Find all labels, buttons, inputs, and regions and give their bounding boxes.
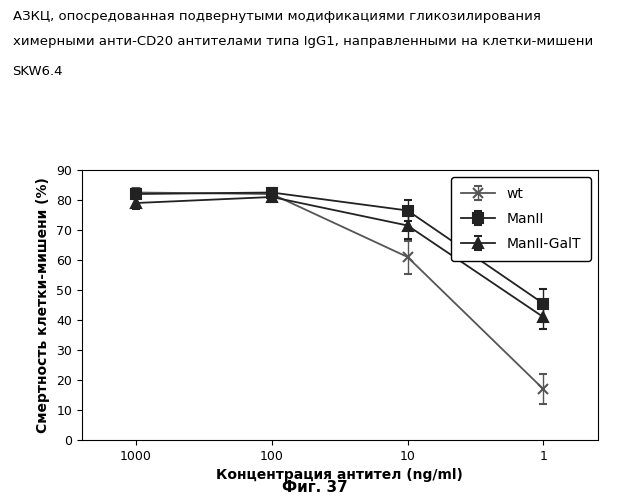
X-axis label: Концентрация антител (ng/ml): Концентрация антител (ng/ml) [216,468,463,482]
Text: химерными анти-CD20 антителами типа IgG1, направленными на клетки-мишени: химерными анти-CD20 антителами типа IgG1… [13,35,593,48]
Y-axis label: Смертность клетки-мишени (%): Смертность клетки-мишени (%) [36,177,50,433]
Legend: wt, ManII, ManII-GalT: wt, ManII, ManII-GalT [451,177,591,260]
Text: Фиг. 37: Фиг. 37 [282,480,347,495]
Text: SKW6.4: SKW6.4 [13,65,63,78]
Text: АЗКЦ, опосредованная подвернутыми модификациями гликозилирования: АЗКЦ, опосредованная подвернутыми модифи… [13,10,540,23]
